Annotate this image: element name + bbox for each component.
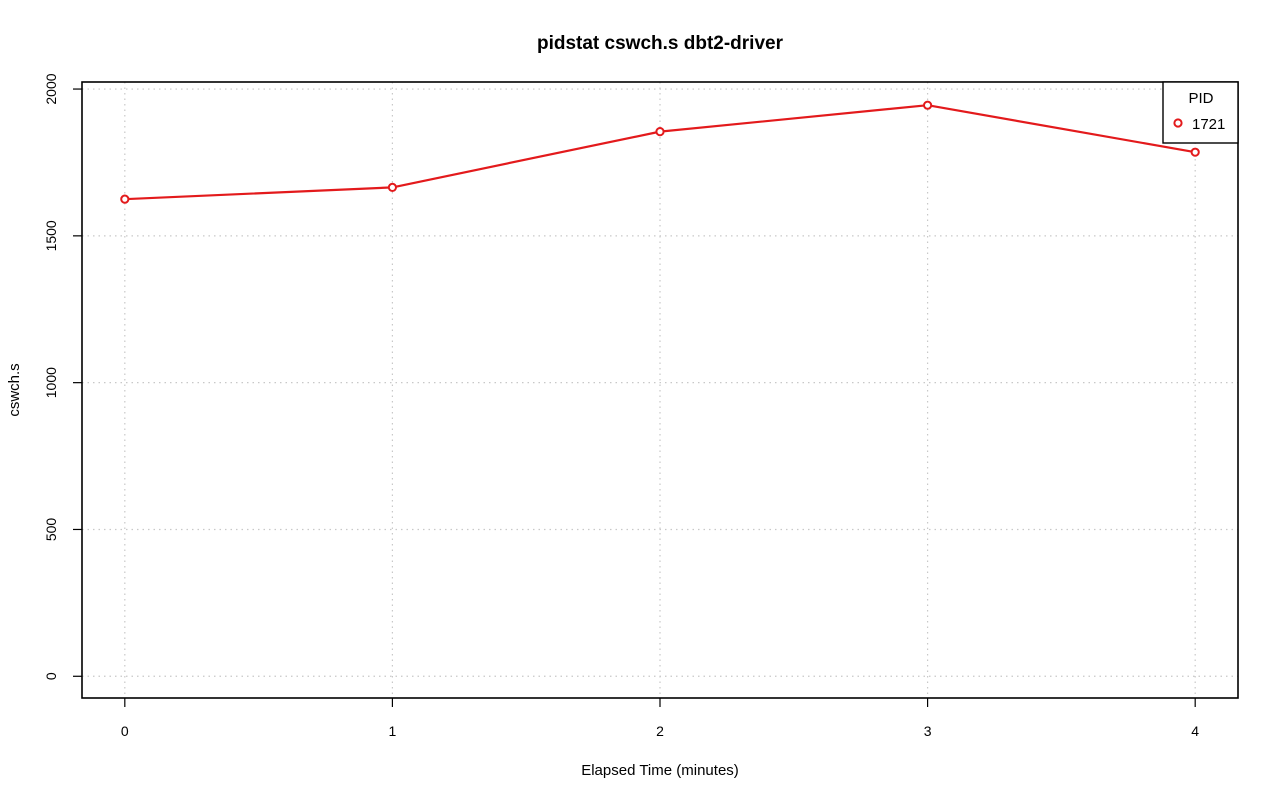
- chart-title: pidstat cswch.s dbt2-driver: [537, 33, 784, 54]
- grid: [82, 82, 1238, 698]
- data-point: [655, 127, 665, 137]
- y-tick-label: 1500: [43, 220, 59, 251]
- x-tick-label: 1: [389, 723, 397, 739]
- y-axis-label: cswch.s: [6, 363, 23, 416]
- y-tick-label: 500: [43, 518, 59, 542]
- data-point: [120, 194, 130, 204]
- legend-marker: [1173, 118, 1183, 128]
- legend-title: PID: [1188, 90, 1213, 107]
- x-tick-label: 4: [1191, 723, 1199, 739]
- data-point: [1190, 147, 1200, 157]
- y-tick-label: 2000: [43, 73, 59, 104]
- x-tick-label: 0: [121, 723, 129, 739]
- y-tick-label: 0: [43, 672, 59, 680]
- data-point: [387, 182, 398, 193]
- series-line-1721: [124, 104, 1196, 201]
- legend-entry-1721: 1721: [1192, 116, 1225, 133]
- y-axis: 0 500 1000 1500 2000: [43, 73, 82, 680]
- series-layer: [120, 100, 1200, 204]
- x-axis: 0 1 2 3 4: [121, 698, 1199, 739]
- data-point: [922, 100, 933, 110]
- legend: PID 1721: [1162, 81, 1239, 144]
- x-axis-label: Elapsed Time (minutes): [581, 762, 739, 779]
- legend-box: [1162, 81, 1239, 144]
- x-tick-label: 2: [656, 723, 664, 739]
- y-tick-label: 1000: [43, 367, 59, 398]
- x-tick-label: 3: [924, 723, 932, 739]
